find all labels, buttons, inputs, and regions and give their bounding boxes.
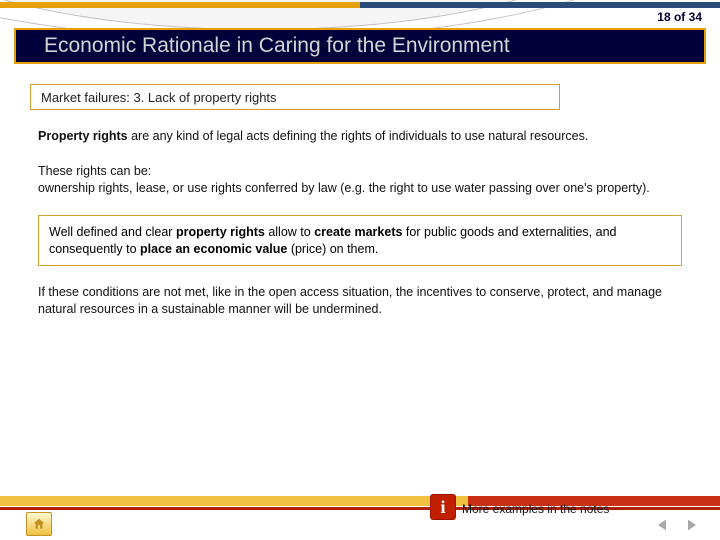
slide-content: Property rights are any kind of legal ac…: [38, 128, 682, 336]
info-icon[interactable]: i: [430, 494, 456, 520]
page-counter: 18 of 34: [657, 10, 702, 24]
subtitle-text: Market failures: 3. Lack of property rig…: [41, 90, 277, 105]
footer-band: [0, 496, 720, 506]
highlight-box: Well defined and clear property rights a…: [38, 215, 682, 267]
next-button[interactable]: [682, 516, 702, 534]
prev-button[interactable]: [652, 516, 672, 534]
header-color-band: [0, 2, 720, 8]
subtitle-bar: Market failures: 3. Lack of property rig…: [30, 84, 560, 110]
home-icon: [32, 517, 46, 531]
paragraph-2: These rights can be:ownership rights, le…: [38, 163, 682, 197]
home-button[interactable]: [26, 512, 52, 536]
nav-buttons: [652, 516, 702, 534]
footer-thin-band: [0, 507, 720, 510]
paragraph-3: If these conditions are not met, like in…: [38, 284, 682, 318]
more-examples-label: More examples in the notes: [462, 502, 609, 516]
triangle-right-icon: [684, 517, 700, 533]
title-bar: Economic Rationale in Caring for the Env…: [14, 28, 706, 64]
paragraph-1: Property rights are any kind of legal ac…: [38, 128, 682, 145]
slide-title: Economic Rationale in Caring for the Env…: [44, 34, 510, 58]
info-glyph: i: [440, 497, 445, 518]
slide-header: 18 of 34 Economic Rationale in Caring fo…: [0, 0, 720, 70]
slide-footer: i More examples in the notes: [0, 482, 720, 540]
triangle-left-icon: [654, 517, 670, 533]
